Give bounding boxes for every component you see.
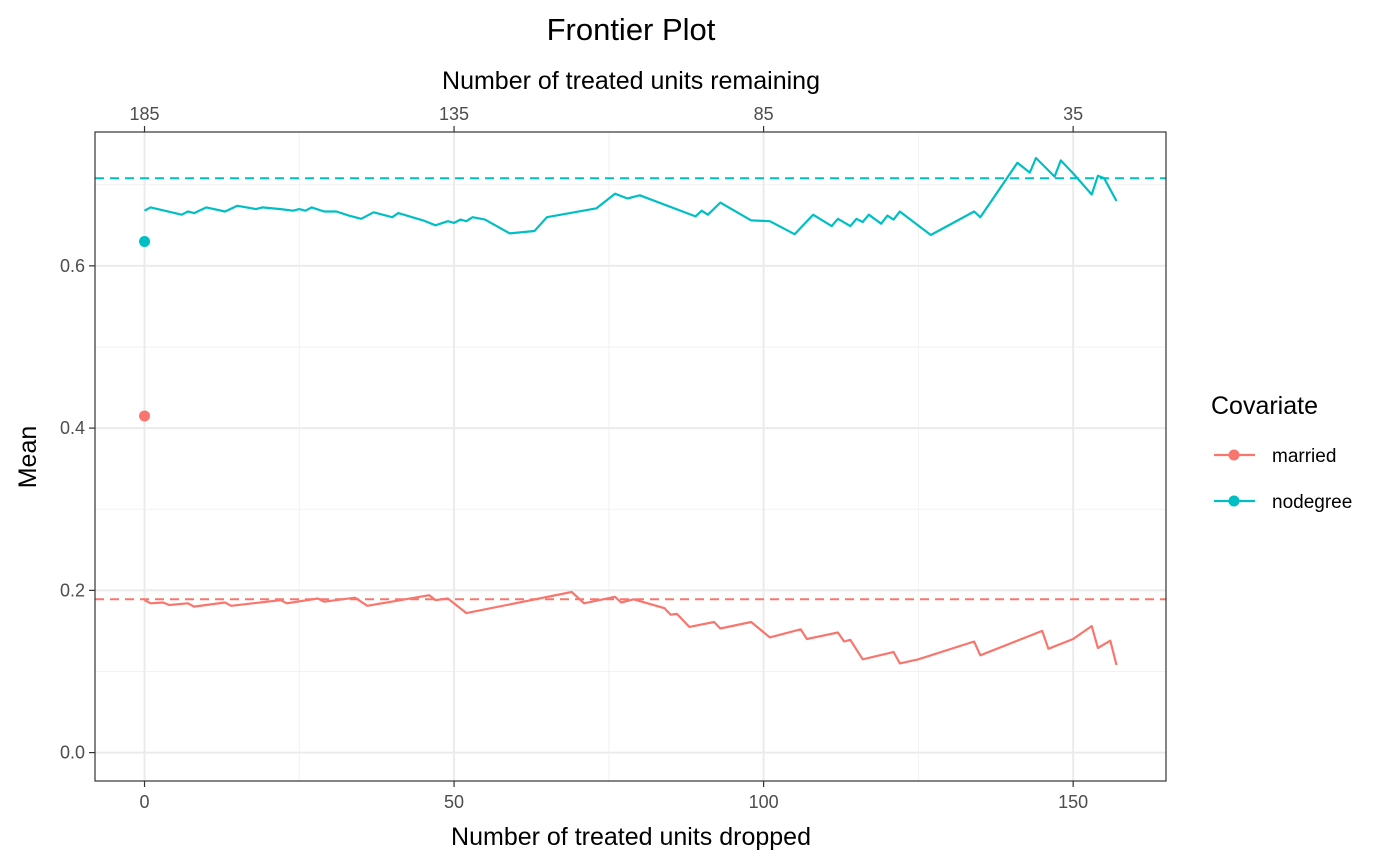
x-tick-label: 100 xyxy=(749,792,779,812)
grid-layer xyxy=(95,132,1166,781)
series-point-married xyxy=(139,410,151,422)
legend-swatch-point xyxy=(1228,449,1240,461)
x-top-tick-label: 85 xyxy=(754,104,774,124)
x-tick-label: 50 xyxy=(444,792,464,812)
series-point-nodegree xyxy=(139,236,151,248)
legend: Covariate married nodegree xyxy=(1211,392,1352,513)
legend-swatch-point xyxy=(1228,495,1240,507)
y-axis-title: Mean xyxy=(14,426,42,489)
y-tick-label: 0.0 xyxy=(60,743,85,763)
x-tick-label: 150 xyxy=(1058,792,1088,812)
y-tick-label: 0.6 xyxy=(60,256,85,276)
legend-item-married: married xyxy=(1214,446,1336,467)
legend-label: nodegree xyxy=(1272,492,1352,513)
reference-lines xyxy=(95,177,1166,601)
legend-label: married xyxy=(1272,446,1336,467)
top-axis-title: Number of treated units remaining xyxy=(442,67,820,95)
chart-title: Frontier Plot xyxy=(547,12,716,47)
x-axis-title: Number of treated units dropped xyxy=(451,823,811,851)
x-tick-label: 0 xyxy=(140,792,150,812)
series-line-married xyxy=(143,590,1118,666)
y-tick-label: 0.4 xyxy=(60,418,85,438)
x-top-tick-label: 135 xyxy=(439,104,469,124)
plot-panel-border xyxy=(94,131,1167,782)
legend-items: married nodegree xyxy=(1214,446,1352,513)
legend-title: Covariate xyxy=(1211,392,1318,420)
x-top-tick-label: 185 xyxy=(130,104,160,124)
y-tick-label: 0.2 xyxy=(60,580,85,600)
legend-item-nodegree: nodegree xyxy=(1214,492,1352,513)
series-line-nodegree xyxy=(143,156,1118,237)
x-top-tick-label: 35 xyxy=(1063,104,1083,124)
axis-ticks: 0 50 100 150 185 135 85 35 0.0 0.2 0.4 0.6 xyxy=(60,104,1088,812)
series-layer xyxy=(139,156,1118,666)
